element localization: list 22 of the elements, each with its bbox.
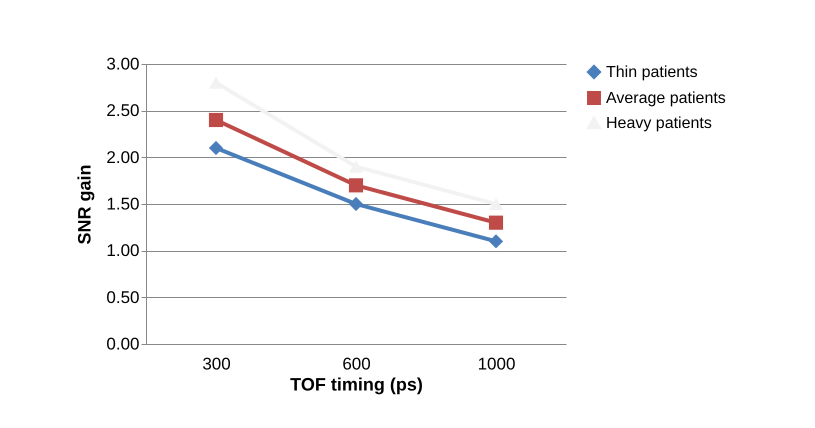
- y-tick-label: 2.50: [106, 101, 140, 120]
- y-axis-title: SNR gain: [74, 164, 94, 245]
- point: [208, 112, 224, 128]
- legend-label: Heavy patients: [606, 115, 712, 132]
- point: [348, 196, 364, 212]
- y-tick-label: 1.00: [106, 241, 140, 260]
- y-tick-label: 0.00: [106, 334, 140, 354]
- y-tick-label: 2.00: [106, 148, 140, 167]
- point: [488, 234, 504, 248]
- legend-label: Average patients: [606, 90, 726, 107]
- x-axis-title: TOF timing (ps): [290, 374, 423, 394]
- point: [208, 140, 224, 156]
- x-tick-label: 1000: [478, 354, 516, 374]
- point: [488, 216, 504, 230]
- y-tick-label: 3.00: [106, 54, 140, 74]
- point: [488, 198, 504, 210]
- y-tick-label: 1.50: [106, 194, 140, 214]
- x-tick-label: 600: [342, 354, 371, 374]
- x-tick-label: 300: [202, 354, 231, 374]
- y-tick-label: 0.50: [106, 288, 140, 307]
- point: [348, 178, 364, 192]
- legend-label: Thin patients: [606, 64, 698, 81]
